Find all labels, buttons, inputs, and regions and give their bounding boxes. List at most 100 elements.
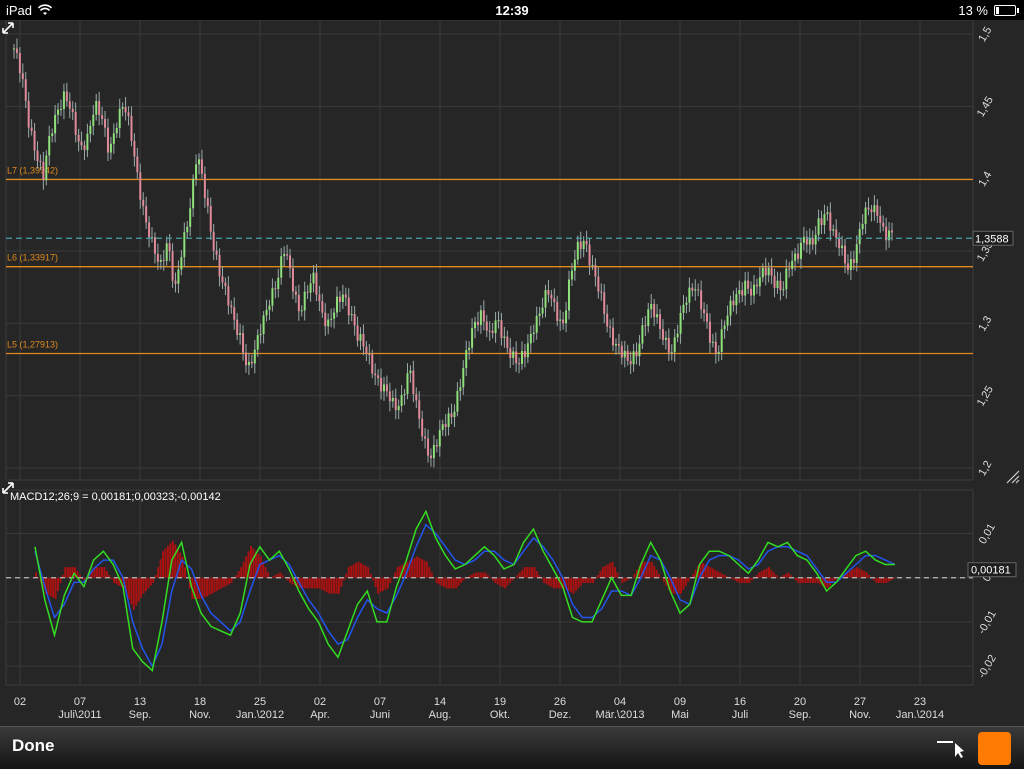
histogram-bar xyxy=(47,577,50,595)
candle-body xyxy=(444,424,447,427)
candle-body xyxy=(632,351,635,365)
candle-body xyxy=(755,284,758,287)
x-tick-label: Juli\2011 xyxy=(58,709,101,721)
histogram-bar xyxy=(853,568,856,578)
histogram-bar xyxy=(550,577,553,588)
candle-body xyxy=(582,240,585,250)
x-tick-label: Nov. xyxy=(189,709,211,721)
candle-body xyxy=(682,304,685,313)
histogram-bar xyxy=(621,577,624,584)
histogram-bar xyxy=(157,567,160,578)
resize-corner-icon[interactable] xyxy=(1006,470,1020,484)
histogram-bar xyxy=(169,543,172,578)
candle-body xyxy=(835,229,838,238)
candle-body xyxy=(51,133,54,136)
cursor-tool-icon[interactable] xyxy=(936,737,966,759)
candle-body xyxy=(532,332,535,335)
done-button[interactable]: Done xyxy=(12,736,55,755)
histogram-bar xyxy=(296,577,299,588)
histogram-bar xyxy=(303,577,306,589)
x-tick-label: Sep. xyxy=(789,709,812,721)
candle-body xyxy=(18,52,21,74)
histogram-bar xyxy=(61,575,64,578)
candle-body xyxy=(45,155,48,181)
histogram-bar xyxy=(809,577,812,584)
histogram-bar xyxy=(357,561,360,578)
x-tick-label: 20 xyxy=(794,696,806,708)
candle-body xyxy=(741,290,744,296)
candle-body xyxy=(864,207,867,224)
histogram-bar xyxy=(462,577,465,581)
histogram-bar xyxy=(748,577,751,584)
histogram-bar xyxy=(682,577,685,590)
x-tick-label: Mär.\2013 xyxy=(596,709,645,721)
candle-body xyxy=(432,444,435,459)
histogram-bar xyxy=(631,577,634,579)
battery-percent: 13 % xyxy=(958,3,988,18)
histogram-bar xyxy=(611,561,614,578)
candle-body xyxy=(729,300,732,316)
histogram-bar xyxy=(330,577,333,594)
chart-area[interactable]: L7 (1,39942)L6 (1,33917)L5 (1,27913) 1,5… xyxy=(0,20,1024,726)
histogram-bar xyxy=(286,577,289,581)
candle-body xyxy=(547,290,550,295)
histogram-bar xyxy=(450,577,453,589)
candle-body xyxy=(535,315,538,333)
histogram-bar xyxy=(49,577,52,597)
histogram-bar xyxy=(704,564,707,578)
candle-body xyxy=(518,363,521,365)
action-button[interactable] xyxy=(978,732,1011,765)
candle-body xyxy=(359,334,362,341)
histogram-bar xyxy=(860,569,863,578)
candle-body xyxy=(544,290,547,308)
candle-body xyxy=(156,253,159,262)
histogram-bar xyxy=(152,577,155,584)
candle-body xyxy=(600,291,603,293)
histogram-bar xyxy=(831,577,834,584)
candlestick-series xyxy=(13,38,893,468)
histogram-bar xyxy=(242,561,245,578)
histogram-bar xyxy=(118,577,121,586)
candle-body xyxy=(27,100,30,128)
candle-body xyxy=(623,350,626,358)
histogram-bar xyxy=(362,564,365,578)
histogram-bar xyxy=(274,575,277,578)
candle-body xyxy=(567,279,570,311)
histogram-bar xyxy=(552,577,555,589)
candle-body xyxy=(362,334,365,347)
histogram-bar xyxy=(147,577,150,589)
candle-body xyxy=(723,325,726,330)
histogram-bar xyxy=(548,577,551,586)
histogram-bar xyxy=(457,577,460,586)
candle-body xyxy=(541,307,544,314)
histogram-bar xyxy=(582,577,585,584)
histogram-bar xyxy=(59,577,62,584)
candle-body xyxy=(447,413,450,427)
histogram-bar xyxy=(225,577,228,586)
candle-body xyxy=(453,411,456,418)
histogram-bar xyxy=(411,559,414,578)
macd-line xyxy=(34,509,895,673)
histogram-bar xyxy=(105,571,108,578)
candle-body xyxy=(303,291,306,311)
candle-body xyxy=(406,373,409,395)
candle-body xyxy=(661,329,664,340)
x-tick-label: 25 xyxy=(254,696,266,708)
candle-body xyxy=(98,101,101,116)
histogram-bar xyxy=(52,577,55,598)
expand-icon[interactable] xyxy=(2,22,14,34)
histogram-bar xyxy=(176,548,179,578)
candle-body xyxy=(685,302,688,305)
candle-body xyxy=(538,313,541,316)
candle-body xyxy=(227,286,230,306)
histogram-bar xyxy=(601,567,604,578)
histogram-bar xyxy=(345,573,348,578)
candle-body xyxy=(676,333,679,338)
candle-body xyxy=(441,424,444,430)
candle-body xyxy=(36,150,39,162)
histogram-bar xyxy=(789,575,792,578)
histogram-bar xyxy=(474,572,477,578)
expand-icon[interactable] xyxy=(2,482,14,494)
candle-body xyxy=(494,320,497,334)
histogram-bar xyxy=(570,577,573,593)
